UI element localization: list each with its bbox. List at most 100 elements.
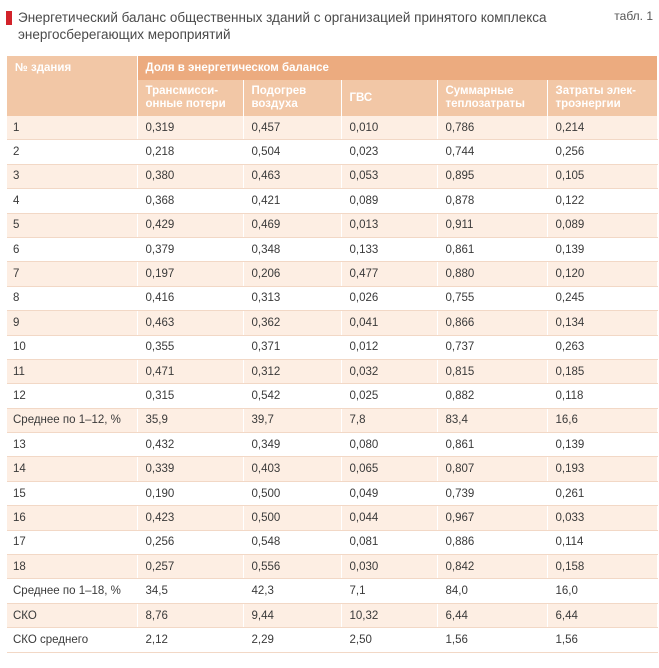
cell-air-heating: 39,7	[243, 408, 342, 434]
table-row: 3 0,380 0,463 0,053 0,895 0,105	[7, 164, 658, 190]
table-row: 5 0,429 0,469 0,013 0,911 0,089	[7, 213, 658, 238]
cell-building-number: 9	[7, 310, 138, 336]
cell-transmission-losses: 0,256	[137, 530, 244, 556]
cell-total-heat: 0,739	[437, 481, 548, 507]
cell-total-heat: 0,861	[437, 432, 548, 458]
cell-hot-water: 0,477	[341, 261, 438, 287]
table-row: 7 0,197 0,206 0,477 0,880 0,120	[7, 261, 658, 287]
table-row: 14 0,339 0,403 0,065 0,807 0,193	[7, 456, 658, 482]
cell-hot-water: 0,012	[341, 335, 438, 360]
cell-total-heat: 0,895	[437, 164, 548, 190]
cell-total-heat: 0,755	[437, 286, 548, 312]
cell-air-heating: 0,349	[243, 432, 342, 458]
cell-electricity: 1,56	[547, 627, 658, 653]
header-hot-water: ГВС	[341, 80, 438, 116]
table-row: СКО 8,76 9,44 10,32 6,44 6,44	[7, 603, 658, 629]
cell-electricity: 0,134	[547, 310, 658, 336]
cell-transmission-losses: 0,197	[137, 261, 244, 287]
cell-transmission-losses: 2,12	[137, 627, 244, 653]
cell-electricity: 16,6	[547, 408, 658, 434]
cell-electricity: 0,256	[547, 139, 658, 165]
table-row: 1 0,319 0,457 0,010 0,786 0,214	[7, 116, 658, 141]
cell-building-number: 10	[7, 335, 138, 360]
cell-air-heating: 42,3	[243, 578, 342, 604]
table-row: 10 0,355 0,371 0,012 0,737 0,263	[7, 335, 658, 360]
cell-air-heating: 0,463	[243, 164, 342, 190]
table-row: 2 0,218 0,504 0,023 0,744 0,256	[7, 139, 658, 165]
header-transmission-losses: Трансмисси-онные потери	[137, 80, 244, 116]
cell-building-number: Среднее по 1–12, %	[7, 408, 138, 434]
cell-building-number: 5	[7, 213, 138, 238]
table-title: Энергетический баланс общественных здани…	[18, 10, 547, 42]
cell-electricity: 0,105	[547, 164, 658, 190]
cell-total-heat: 0,967	[437, 505, 548, 531]
cell-total-heat: 0,786	[437, 116, 548, 141]
cell-air-heating: 0,348	[243, 237, 342, 263]
cell-transmission-losses: 0,379	[137, 237, 244, 263]
table-row: 16 0,423 0,500 0,044 0,967 0,033	[7, 505, 658, 531]
cell-air-heating: 0,542	[243, 383, 342, 409]
cell-total-heat: 84,0	[437, 578, 548, 604]
table-row: 6 0,379 0,348 0,133 0,861 0,139	[7, 237, 658, 263]
cell-building-number: 14	[7, 456, 138, 482]
cell-electricity: 0,139	[547, 432, 658, 458]
cell-transmission-losses: 0,319	[137, 116, 244, 141]
cell-total-heat: 0,886	[437, 530, 548, 556]
cell-transmission-losses: 34,5	[137, 578, 244, 604]
cell-electricity: 0,261	[547, 481, 658, 507]
cell-total-heat: 0,882	[437, 383, 548, 409]
cell-electricity: 16,0	[547, 578, 658, 604]
cell-air-heating: 0,457	[243, 116, 342, 141]
cell-electricity: 0,185	[547, 359, 658, 385]
table-row: 11 0,471 0,312 0,032 0,815 0,185	[7, 359, 658, 385]
cell-electricity: 0,193	[547, 456, 658, 482]
cell-total-heat: 6,44	[437, 603, 548, 629]
cell-air-heating: 0,403	[243, 456, 342, 482]
cell-building-number: 12	[7, 383, 138, 409]
cell-electricity: 0,263	[547, 335, 658, 360]
energy-balance-table: № здания Доля в энергетическом балансе Т…	[7, 56, 658, 653]
cell-total-heat: 0,866	[437, 310, 548, 336]
header-energy-share-group: Доля в энергетическом балансе	[137, 56, 658, 80]
cell-transmission-losses: 0,471	[137, 359, 244, 385]
cell-air-heating: 0,504	[243, 139, 342, 165]
cell-electricity: 0,158	[547, 554, 658, 580]
cell-building-number: Среднее по 1–18, %	[7, 578, 138, 604]
cell-hot-water: 0,041	[341, 310, 438, 336]
cell-electricity: 6,44	[547, 603, 658, 629]
cell-air-heating: 0,362	[243, 310, 342, 336]
cell-transmission-losses: 0,423	[137, 505, 244, 531]
cell-building-number: 3	[7, 164, 138, 190]
cell-building-number: 16	[7, 505, 138, 531]
cell-transmission-losses: 0,355	[137, 335, 244, 360]
cell-air-heating: 0,469	[243, 213, 342, 238]
cell-air-heating: 9,44	[243, 603, 342, 629]
cell-transmission-losses: 0,315	[137, 383, 244, 409]
cell-electricity: 0,245	[547, 286, 658, 312]
cell-hot-water: 0,013	[341, 213, 438, 238]
cell-hot-water: 0,089	[341, 188, 438, 214]
cell-hot-water: 0,044	[341, 505, 438, 531]
cell-hot-water: 0,026	[341, 286, 438, 312]
cell-transmission-losses: 0,190	[137, 481, 244, 507]
cell-transmission-losses: 0,380	[137, 164, 244, 190]
cell-transmission-losses: 8,76	[137, 603, 244, 629]
cell-hot-water: 0,025	[341, 383, 438, 409]
cell-total-heat: 0,744	[437, 139, 548, 165]
cell-building-number: 2	[7, 139, 138, 165]
table-row: 9 0,463 0,362 0,041 0,866 0,134	[7, 310, 658, 336]
cell-hot-water: 7,1	[341, 578, 438, 604]
cell-total-heat: 0,911	[437, 213, 548, 238]
cell-transmission-losses: 0,218	[137, 139, 244, 165]
cell-transmission-losses: 35,9	[137, 408, 244, 434]
cell-total-heat: 0,807	[437, 456, 548, 482]
cell-hot-water: 0,032	[341, 359, 438, 385]
header-total-heat: Суммарные теплозатраты	[437, 80, 548, 116]
cell-building-number: 15	[7, 481, 138, 507]
table-row: Среднее по 1–18, % 34,5 42,3 7,1 84,0 16,0	[7, 578, 658, 604]
title-marker	[6, 11, 12, 25]
table-row: 17 0,256 0,548 0,081 0,886 0,114	[7, 530, 658, 556]
cell-hot-water: 10,32	[341, 603, 438, 629]
cell-hot-water: 0,010	[341, 116, 438, 141]
table-row: СКО среднего 2,12 2,29 2,50 1,56 1,56	[7, 627, 658, 653]
